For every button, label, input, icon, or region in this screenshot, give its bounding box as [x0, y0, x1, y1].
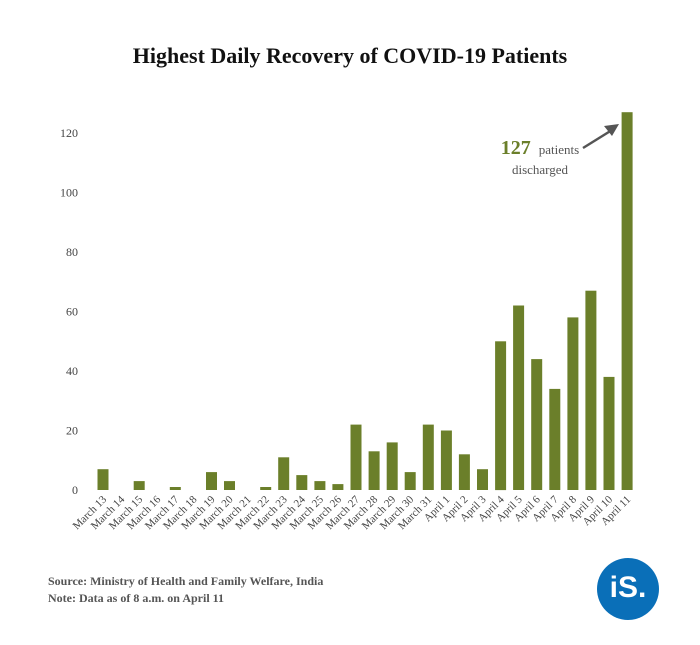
y-tick-label: 120	[60, 126, 78, 140]
bar	[549, 388, 561, 490]
y-tick-label: 20	[66, 424, 78, 438]
bar	[260, 487, 272, 490]
bar	[621, 112, 633, 490]
bar	[206, 472, 217, 490]
chart-title: Highest Daily Recovery of COVID-19 Patie…	[132, 43, 568, 68]
bar	[603, 376, 615, 490]
bar	[278, 457, 290, 490]
annotation-line-2: discharged	[512, 162, 569, 177]
brand-logo: iS.	[597, 558, 659, 620]
annotation-arrow-line	[582, 128, 613, 150]
bar	[404, 472, 416, 490]
bar	[332, 484, 344, 490]
bar	[567, 317, 579, 490]
bar	[440, 430, 452, 490]
bar	[314, 481, 326, 490]
bar	[224, 481, 235, 490]
bar	[368, 451, 380, 490]
bars	[97, 112, 633, 491]
bar	[495, 341, 507, 491]
peak-annotation: 127 patients discharged	[501, 124, 619, 177]
bar	[531, 359, 543, 490]
y-tick-label: 100	[60, 186, 78, 200]
y-tick-label: 0	[72, 483, 78, 497]
annotation-line-1: 127 patients	[501, 137, 579, 159]
bar	[386, 442, 398, 490]
bar	[513, 305, 525, 490]
annotation-text-patients: patients	[539, 142, 579, 157]
bar	[296, 475, 308, 490]
bar	[458, 454, 470, 490]
y-axis-ticks: 0 20 40 60 80 100 120	[60, 126, 78, 497]
y-tick-label: 60	[66, 305, 78, 319]
bar	[585, 290, 597, 490]
bar	[422, 424, 434, 490]
bar	[350, 424, 362, 490]
bar	[477, 469, 488, 490]
bar	[133, 481, 145, 490]
y-tick-label: 80	[66, 245, 78, 259]
y-tick-label: 40	[66, 364, 78, 378]
source-note: Source: Ministry of Health and Family We…	[48, 574, 324, 588]
data-note: Note: Data as of 8 a.m. on April 11	[48, 591, 224, 605]
bar	[169, 487, 181, 490]
annotation-arrow-head	[604, 124, 619, 136]
annotation-value: 127	[501, 137, 531, 159]
bar	[97, 469, 109, 490]
